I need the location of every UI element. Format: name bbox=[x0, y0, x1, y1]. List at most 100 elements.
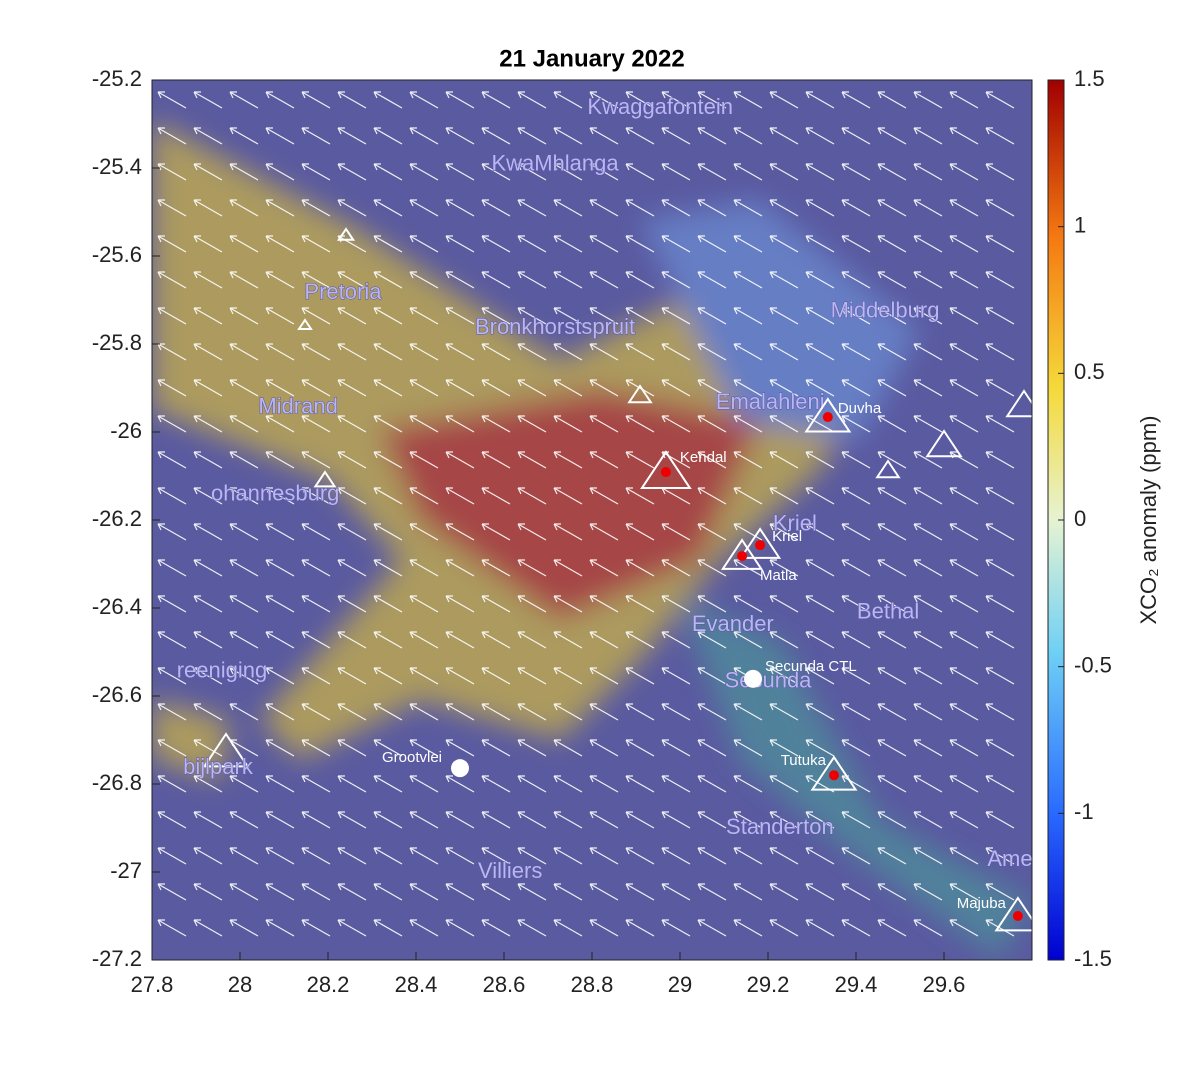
wind-arrow bbox=[805, 415, 835, 433]
wind-arrow bbox=[697, 847, 727, 865]
wind-arrow bbox=[877, 307, 907, 325]
wind-arrow bbox=[949, 127, 979, 145]
wind-arrow bbox=[625, 271, 655, 289]
wind-arrow bbox=[481, 307, 511, 325]
wind-arrow bbox=[409, 271, 439, 289]
wind-arrow bbox=[265, 847, 295, 865]
wind-arrow bbox=[517, 271, 547, 289]
wind-arrow bbox=[157, 127, 187, 145]
wind-arrow bbox=[949, 775, 979, 793]
wind-arrow bbox=[517, 487, 547, 505]
wind-arrow bbox=[625, 163, 655, 181]
plant-label: Majuba bbox=[957, 895, 1007, 912]
wind-arrow bbox=[769, 415, 799, 433]
wind-arrow bbox=[373, 667, 403, 685]
wind-arrow bbox=[913, 703, 943, 721]
wind-arrow bbox=[445, 703, 475, 721]
wind-arrow bbox=[157, 559, 187, 577]
wind-arrow bbox=[517, 379, 547, 397]
y-tick-label: -27 bbox=[110, 858, 142, 883]
wind-arrow bbox=[517, 163, 547, 181]
wind-arrow bbox=[769, 379, 799, 397]
wind-arrow bbox=[805, 631, 835, 649]
wind-arrow bbox=[697, 739, 727, 757]
wind-arrow bbox=[481, 739, 511, 757]
wind-arrow bbox=[625, 811, 655, 829]
wind-arrow bbox=[445, 163, 475, 181]
wind-arrow bbox=[265, 703, 295, 721]
wind-arrow bbox=[481, 91, 511, 109]
wind-arrow bbox=[337, 163, 367, 181]
wind-arrow bbox=[517, 343, 547, 361]
y-tick-label: -26.6 bbox=[92, 682, 142, 707]
wind-arrow bbox=[697, 307, 727, 325]
wind-arrow bbox=[805, 199, 835, 217]
site-triangle bbox=[202, 732, 250, 768]
wind-arrow bbox=[877, 559, 907, 577]
wind-arrow bbox=[805, 307, 835, 325]
wind-arrow bbox=[157, 451, 187, 469]
wind-arrow bbox=[409, 487, 439, 505]
wind-arrow bbox=[229, 271, 259, 289]
wind-arrow bbox=[661, 523, 691, 541]
wind-arrow bbox=[697, 235, 727, 253]
wind-arrow bbox=[445, 667, 475, 685]
wind-arrow bbox=[157, 91, 187, 109]
wind-arrow bbox=[877, 739, 907, 757]
wind-arrow bbox=[913, 127, 943, 145]
wind-arrow bbox=[553, 523, 583, 541]
wind-arrow bbox=[661, 163, 691, 181]
wind-arrow bbox=[625, 487, 655, 505]
wind-arrow bbox=[409, 739, 439, 757]
wind-arrow bbox=[589, 775, 619, 793]
wind-arrow bbox=[733, 739, 763, 757]
wind-arrow bbox=[373, 379, 403, 397]
wind-arrow bbox=[805, 739, 835, 757]
wind-arrow bbox=[229, 919, 259, 937]
wind-arrow bbox=[805, 379, 835, 397]
wind-arrow bbox=[301, 847, 331, 865]
wind-arrow bbox=[733, 631, 763, 649]
plant-marker bbox=[744, 669, 763, 688]
wind-arrow bbox=[625, 451, 655, 469]
wind-arrow bbox=[301, 487, 331, 505]
wind-arrow bbox=[769, 595, 799, 613]
wind-arrow bbox=[805, 523, 835, 541]
wind-arrow bbox=[913, 343, 943, 361]
wind-arrow bbox=[985, 523, 1015, 541]
wind-arrow bbox=[733, 307, 763, 325]
wind-arrow bbox=[517, 127, 547, 145]
wind-arrow bbox=[661, 631, 691, 649]
wind-arrow bbox=[265, 631, 295, 649]
wind-arrow bbox=[229, 487, 259, 505]
wind-arrow bbox=[481, 631, 511, 649]
wind-arrow bbox=[337, 487, 367, 505]
wind-arrow bbox=[985, 883, 1015, 901]
wind-arrow bbox=[193, 847, 223, 865]
wind-arrow bbox=[877, 271, 907, 289]
y-tick-label: -25.2 bbox=[92, 66, 142, 91]
wind-arrow bbox=[949, 163, 979, 181]
x-tick-label: 28.6 bbox=[483, 972, 526, 997]
wind-arrow bbox=[661, 127, 691, 145]
wind-arrow bbox=[697, 523, 727, 541]
wind-arrow bbox=[337, 811, 367, 829]
wind-arrow bbox=[625, 523, 655, 541]
wind-arrow bbox=[769, 775, 799, 793]
wind-arrow bbox=[913, 919, 943, 937]
wind-arrow bbox=[841, 631, 871, 649]
wind-arrow bbox=[805, 343, 835, 361]
wind-arrow bbox=[229, 811, 259, 829]
wind-arrow bbox=[445, 379, 475, 397]
wind-arrow bbox=[877, 811, 907, 829]
wind-arrow bbox=[661, 811, 691, 829]
wind-arrow bbox=[409, 127, 439, 145]
wind-arrow bbox=[841, 883, 871, 901]
wind-arrow bbox=[229, 127, 259, 145]
wind-arrow bbox=[517, 739, 547, 757]
wind-arrow bbox=[157, 775, 187, 793]
wind-arrow bbox=[949, 847, 979, 865]
wind-arrow bbox=[337, 883, 367, 901]
plant-label: Kriel bbox=[772, 528, 802, 545]
wind-arrow bbox=[193, 487, 223, 505]
